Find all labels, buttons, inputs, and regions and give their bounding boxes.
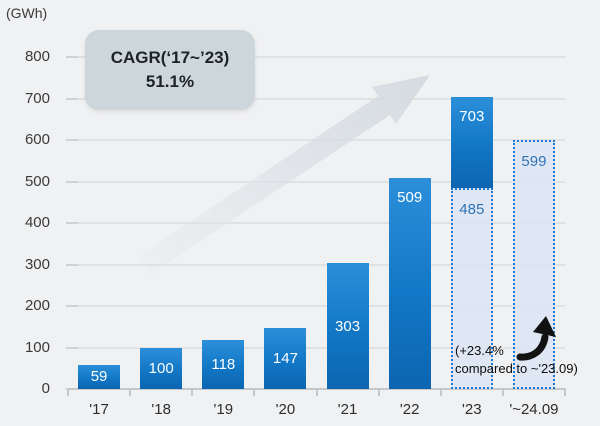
x-axis-category-label: '18 — [151, 401, 171, 418]
bar-segment-solid: 59 — [78, 364, 121, 389]
cagr-callout-box: CAGR(‘17~’23) 51.1% — [85, 30, 255, 110]
gridline — [68, 56, 565, 58]
comparison-annotation-line2: compared to ~'23.09) — [455, 361, 578, 376]
y-axis-tick — [66, 97, 78, 100]
y-axis-unit-label: (GWh) — [6, 5, 48, 21]
x-axis-category-label: '19 — [213, 401, 234, 418]
bar-segment-dashed: 485 — [450, 187, 493, 389]
x-axis-tick — [253, 389, 256, 396]
bar-value-label: 59 — [90, 368, 108, 386]
bar-segment-solid: 100 — [140, 347, 183, 389]
x-axis-category-label: '20 — [275, 401, 296, 418]
bar-value-label: 703 — [459, 108, 485, 126]
y-axis-tick-label: 300 — [24, 255, 50, 273]
cagr-callout-line1: CAGR(‘17~’23) — [110, 48, 230, 67]
x-axis-category-label: '17 — [89, 401, 109, 418]
x-axis-tick — [564, 389, 566, 396]
y-axis-tick — [66, 222, 78, 224]
bar-value-label: 147 — [272, 349, 298, 367]
increase-arrow-icon — [516, 316, 556, 361]
cagr-callout-line2: 51.1% — [145, 72, 195, 91]
x-axis-category-label: '21 — [337, 401, 358, 418]
x-axis-category-label: '~24.09 — [509, 401, 559, 418]
bar-segment-solid: 509 — [388, 177, 431, 389]
bar-value-label: 303 — [335, 317, 361, 335]
bar-segment-solid: 147 — [264, 327, 307, 389]
y-axis-tick-label: 100 — [24, 338, 50, 356]
y-axis-tick-label: 0 — [41, 380, 50, 397]
gridline — [68, 305, 565, 307]
bar-value-label: 485 — [459, 200, 485, 218]
bar-value-label: 509 — [397, 188, 423, 206]
x-axis-tick — [501, 389, 504, 396]
y-axis-tick-label: 200 — [24, 297, 50, 314]
bar-segment-solid: 703 — [450, 97, 493, 188]
x-axis-tick — [439, 389, 442, 396]
y-axis-tick — [66, 263, 78, 266]
x-axis-tick — [129, 389, 132, 396]
y-axis-tick-label: 600 — [24, 131, 50, 148]
bar-value-label: 118 — [211, 356, 236, 373]
y-axis-tick — [66, 346, 78, 349]
bar-segment-dashed: 599 — [512, 140, 555, 389]
x-axis-tick — [315, 389, 318, 396]
bar-segment-solid: 303 — [326, 263, 369, 389]
y-axis-tick — [66, 139, 78, 141]
x-axis-tick — [191, 389, 194, 396]
comparison-annotation: (+23.4% compared to ~'23.09) — [455, 342, 578, 378]
y-axis-tick-label: 500 — [24, 172, 50, 190]
y-axis-tick — [66, 180, 78, 183]
y-axis-tick-label: 700 — [24, 89, 50, 107]
y-axis-tick-label: 800 — [24, 48, 50, 65]
x-axis-tick — [67, 389, 69, 396]
x-axis-category-label: '22 — [399, 401, 420, 418]
x-axis-tick — [377, 389, 380, 396]
y-axis-tick — [66, 56, 78, 58]
bar-value-label: 599 — [521, 153, 547, 171]
bar-segment-solid: 118 — [202, 340, 245, 389]
gridline — [68, 346, 565, 349]
x-axis-category-label: '23 — [462, 401, 482, 418]
y-axis-tick-label: 400 — [24, 214, 50, 231]
bar-value-label: 100 — [148, 359, 174, 377]
y-axis-tick — [66, 305, 78, 307]
comparison-annotation-line1: (+23.4% — [455, 343, 504, 358]
